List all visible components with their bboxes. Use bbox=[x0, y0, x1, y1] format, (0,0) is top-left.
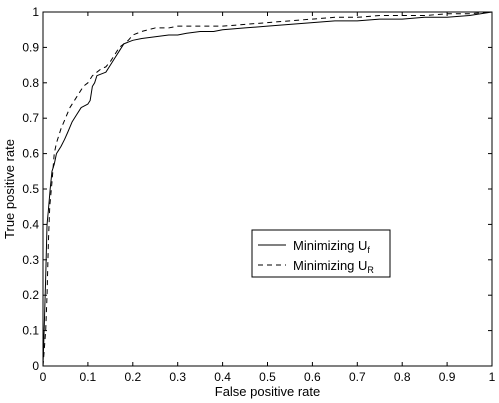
y-tick-label: 0.8 bbox=[22, 76, 39, 90]
x-tick-label: 0.8 bbox=[394, 370, 411, 384]
y-tick-label: 0.4 bbox=[22, 217, 39, 231]
y-tick-label: 0.2 bbox=[22, 288, 39, 302]
legend-entry-solid: Minimizing Uf bbox=[293, 238, 370, 255]
x-tick-label: 0.3 bbox=[169, 370, 186, 384]
x-tick-label: 0.7 bbox=[349, 370, 366, 384]
legend-entry-dashed: Minimizing UR bbox=[293, 258, 374, 275]
legend: Minimizing Uf Minimizing UR bbox=[252, 230, 390, 277]
y-tick-label: 0 bbox=[32, 359, 39, 373]
x-tick-label: 0.5 bbox=[259, 370, 276, 384]
y-tick-label: 0.1 bbox=[22, 324, 39, 338]
y-tick-label: 0.9 bbox=[22, 40, 39, 54]
y-axis-label: True positive rate bbox=[2, 139, 17, 239]
plot-area: 0 0.1 0.2 0.3 0.4 0.5 0.6 0.7 0.8 0.9 1 0 0.1 0.2 0.3 0… bbox=[22, 5, 495, 384]
x-tick-label: 0.4 bbox=[214, 370, 231, 384]
x-tick-label: 0.6 bbox=[304, 370, 321, 384]
x-tick-label: 0.9 bbox=[439, 370, 456, 384]
y-tick-label: 1 bbox=[32, 5, 39, 19]
x-tick-label: 0.1 bbox=[80, 370, 97, 384]
legend-entry-dashed-base: Minimizing U bbox=[293, 258, 367, 273]
legend-entry-solid-base: Minimizing U bbox=[293, 238, 367, 253]
legend-entry-dashed-sub: R bbox=[367, 265, 374, 275]
x-axis-label: False positive rate bbox=[215, 384, 321, 399]
y-tick-label: 0.7 bbox=[22, 111, 39, 125]
y-tick-label: 0.6 bbox=[22, 147, 39, 161]
y-tick-label: 0.3 bbox=[22, 253, 39, 267]
x-tick-label: 0 bbox=[40, 370, 47, 384]
x-tick-label: 1 bbox=[489, 370, 496, 384]
y-tick-label: 0.5 bbox=[22, 182, 39, 196]
x-tick-label: 0.2 bbox=[124, 370, 141, 384]
